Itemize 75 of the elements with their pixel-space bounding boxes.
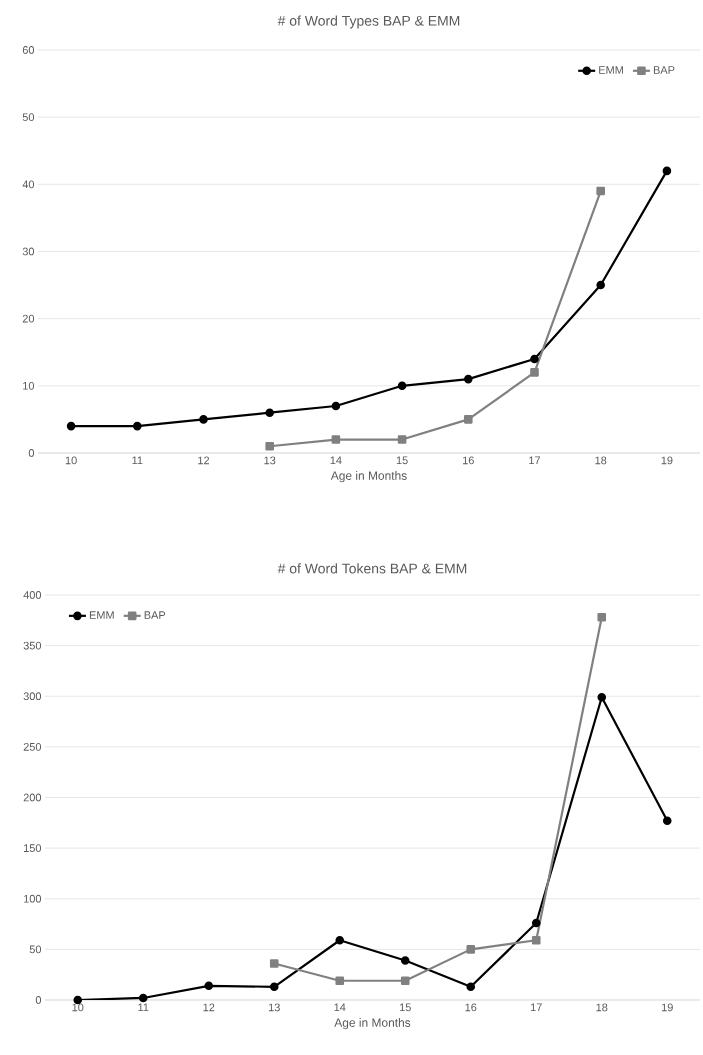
x-tick-label: 18 (596, 1003, 608, 1012)
x-tick-label: 19 (661, 456, 673, 465)
y-tick-label: 20 (22, 314, 35, 323)
y-tick-label: 0 (28, 449, 35, 457)
x-tick-label: 10 (65, 456, 77, 465)
point (397, 381, 407, 391)
x-tick-label: 10 (72, 1003, 84, 1012)
point (331, 401, 341, 411)
y-tick-label: 50 (22, 113, 35, 122)
point (531, 935, 541, 945)
legend-label: EMM (599, 66, 623, 74)
y-tick-label: 400 (23, 591, 42, 599)
x-tick-label: 14 (330, 456, 342, 465)
point (199, 415, 208, 424)
point (597, 692, 607, 702)
y-tick-label: 200 (23, 793, 42, 802)
y-tick-label: 350 (23, 641, 42, 650)
chart-title: # of Word Tokens BAP & EMM (277, 563, 467, 574)
point (466, 945, 476, 954)
y-tick-label: 60 (22, 46, 35, 54)
x-tick-label: 13 (264, 456, 276, 465)
x-tick-label: 19 (661, 1003, 673, 1012)
y-tick-label: 250 (23, 743, 42, 751)
point (138, 993, 148, 1003)
x-tick-label: 11 (138, 1003, 149, 1012)
point (269, 982, 279, 992)
point (662, 166, 672, 176)
x-tick-label: 16 (463, 456, 474, 465)
point (397, 435, 407, 444)
point (596, 186, 605, 196)
x-axis-title: Age in Months (334, 1018, 411, 1030)
point (662, 816, 672, 826)
x-tick-label: 13 (268, 1003, 280, 1012)
x-tick-label: 16 (465, 1003, 477, 1012)
x-tick-label: 12 (203, 1003, 215, 1012)
point (400, 956, 410, 965)
point (66, 421, 76, 431)
point (269, 959, 279, 968)
x-tick-label: 15 (396, 456, 408, 465)
y-tick-label: 50 (29, 945, 42, 954)
point (530, 354, 539, 364)
x-tick-label: 14 (334, 1003, 346, 1012)
legend-label: EMM (89, 611, 114, 619)
point (335, 976, 345, 986)
point (265, 408, 274, 417)
legend-label: BAP (653, 66, 675, 74)
point (133, 421, 142, 431)
y-tick-label: 300 (23, 692, 42, 701)
y-tick-label: 150 (24, 844, 42, 852)
y-tick-label: 10 (23, 381, 35, 390)
point (464, 374, 473, 384)
point (530, 368, 539, 377)
y-tick-label: 0 (35, 996, 42, 1004)
x-tick-label: 17 (530, 1003, 542, 1012)
point (531, 918, 541, 928)
y-tick-label: 30 (22, 247, 35, 256)
point (464, 415, 473, 424)
point (204, 981, 214, 991)
point (597, 612, 607, 622)
point (265, 441, 274, 451)
x-tick-label: 17 (529, 456, 541, 465)
point (331, 435, 341, 444)
chart-title: # of Word Types BAP & EMM (277, 15, 460, 29)
point (596, 280, 605, 290)
point (335, 935, 345, 945)
x-tick-label: 11 (132, 456, 143, 465)
x-tick-label: 12 (198, 456, 210, 465)
legend-label: BAP (144, 611, 166, 619)
point (466, 982, 476, 992)
y-tick-label: 100 (24, 894, 42, 903)
x-tick-label: 18 (595, 456, 607, 465)
x-axis-title: Age in Months (330, 471, 407, 483)
y-tick-label: 40 (22, 180, 35, 189)
point (400, 976, 410, 986)
x-tick-label: 15 (399, 1003, 411, 1012)
